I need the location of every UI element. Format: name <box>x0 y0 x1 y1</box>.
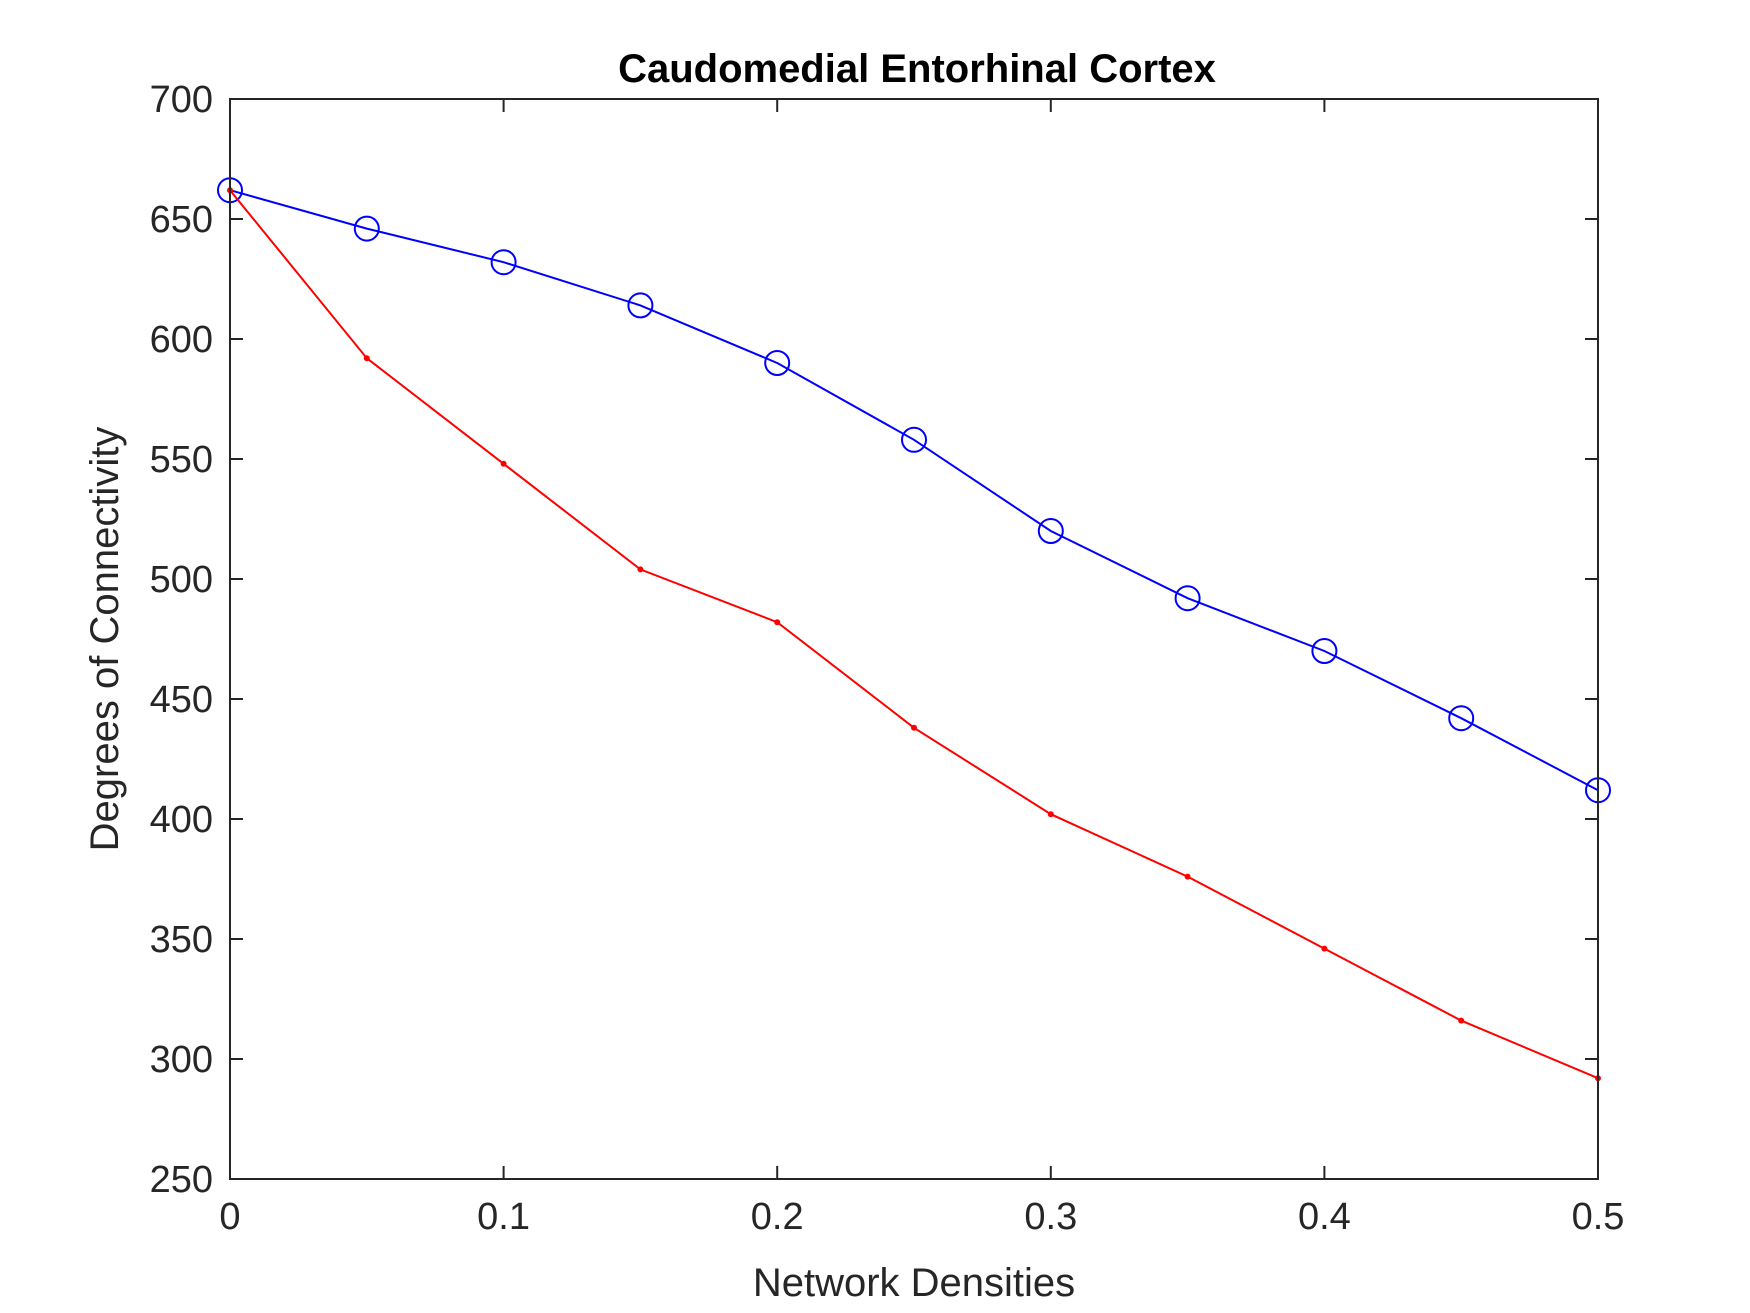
y-tick-label: 450 <box>150 679 213 721</box>
x-tick-label: 0.2 <box>751 1196 804 1238</box>
data-point <box>901 426 927 453</box>
x-tick-label: 0 <box>219 1196 240 1238</box>
series-layer <box>217 177 1611 1082</box>
y-tick-label: 550 <box>150 439 213 481</box>
series-line <box>229 189 1599 792</box>
y-tick-label: 300 <box>150 1039 213 1081</box>
data-point <box>1311 638 1338 664</box>
y-tick-label: 700 <box>150 79 213 121</box>
y-tick-label: 650 <box>150 199 213 241</box>
y-tick-label: 500 <box>150 559 213 601</box>
data-point <box>764 350 791 376</box>
data-point <box>1321 945 1328 952</box>
data-point <box>500 460 507 467</box>
data-point <box>1458 1017 1465 1024</box>
plot-area <box>230 99 1598 1179</box>
series-1 <box>217 177 1611 804</box>
data-point <box>627 292 654 319</box>
x-tick-labels: 0 0.1 0.2 0.3 0.4 0.5 <box>219 1196 1624 1238</box>
series-2 <box>227 187 1601 1082</box>
y-tick-label: 250 <box>150 1159 213 1201</box>
y-tick-label: 400 <box>150 799 213 841</box>
axis-ticks <box>229 98 1599 1180</box>
x-tick-label: 0.4 <box>1298 1196 1351 1238</box>
x-axis-label: Network Densities <box>753 1261 1075 1305</box>
data-point <box>353 215 380 242</box>
data-point <box>363 355 370 362</box>
y-tick-label: 600 <box>150 319 213 361</box>
y-tick-label: 350 <box>150 919 213 961</box>
data-point <box>490 249 517 276</box>
data-point <box>1448 705 1475 732</box>
y-tick-labels: 250 300 350 400 450 500 550 600 650 700 <box>150 79 213 1201</box>
plot-frame <box>229 98 1599 1180</box>
data-point <box>1184 873 1191 880</box>
data-point <box>1037 518 1064 544</box>
data-point <box>637 566 644 573</box>
chart-title: Caudomedial Entorhinal Cortex <box>618 47 1216 91</box>
x-tick-label: 0.1 <box>477 1196 530 1238</box>
y-axis-label: Degrees of Connectivity <box>83 427 127 852</box>
data-point <box>774 619 781 626</box>
data-point <box>1174 585 1201 612</box>
x-tick-label: 0.3 <box>1024 1196 1077 1238</box>
x-tick-label: 0.5 <box>1572 1196 1625 1238</box>
data-point <box>911 724 917 731</box>
data-point <box>1047 811 1054 818</box>
